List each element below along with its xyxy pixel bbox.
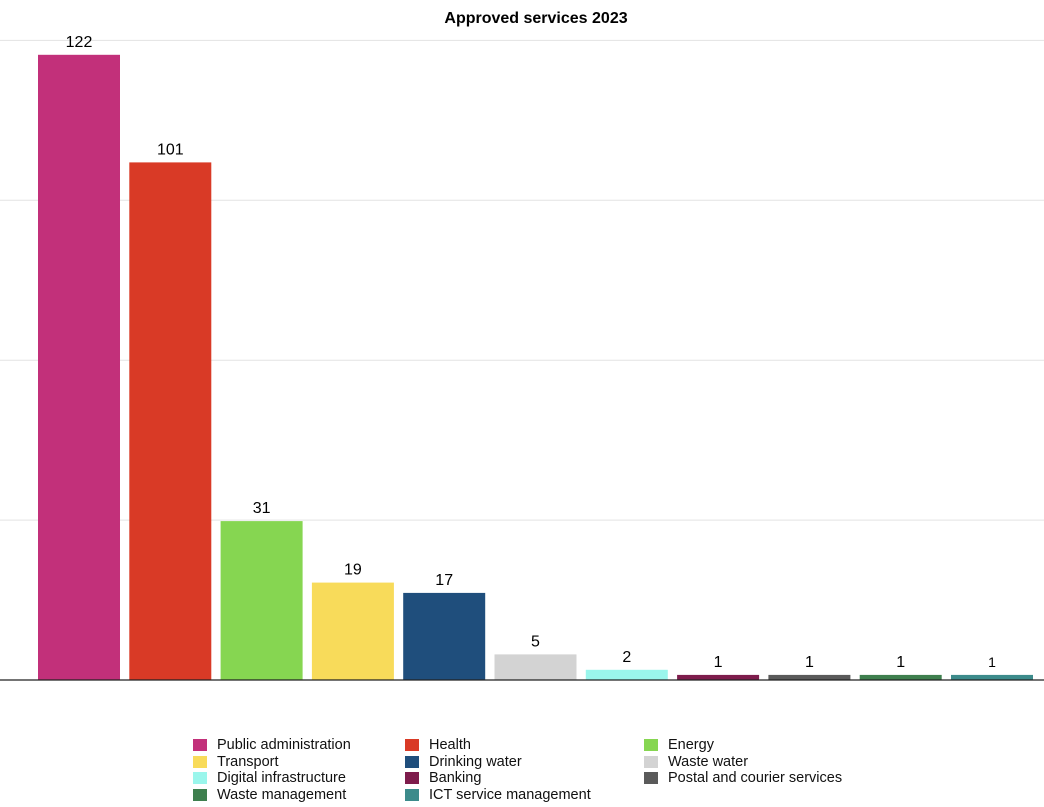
legend-label: Digital infrastructure	[217, 770, 346, 787]
legend-item-11: ICT service management	[405, 787, 644, 804]
legend-swatch	[405, 772, 419, 785]
legend-item-6: Waste water	[644, 754, 904, 771]
legend-item-9: Postal and courier services	[644, 770, 904, 787]
bar-7	[585, 669, 668, 681]
legend-swatch	[405, 755, 419, 768]
legend-swatch	[193, 755, 207, 768]
legend-item-4: Transport	[193, 754, 405, 771]
bar-4	[311, 582, 394, 680]
bar-9	[768, 674, 851, 680]
legend-label: Waste water	[668, 753, 749, 770]
bar-value-label-9: 1	[805, 654, 814, 671]
legend-label: Banking	[429, 770, 482, 787]
bar-value-label-11: 1	[988, 654, 996, 670]
legend-item-3: Energy	[644, 737, 904, 754]
bar-5	[403, 592, 486, 680]
chart-title: Approved services 2023	[444, 10, 627, 27]
bar-10	[859, 674, 942, 680]
legend-label: Transport	[217, 753, 279, 770]
legend-label: Postal and courier services	[668, 770, 843, 787]
legend-item-1: Public administration	[193, 737, 405, 754]
legend-label: ICT service management	[429, 786, 591, 803]
bar-6	[494, 654, 577, 680]
legend-item-7: Digital infrastructure	[193, 770, 405, 787]
legend-item-10: Waste management	[193, 787, 405, 804]
legend-item-5: Drinking water	[405, 754, 644, 771]
legend-label: Waste management	[217, 786, 347, 803]
legend-item-2: Health	[405, 737, 644, 754]
bar-value-label-4: 19	[344, 562, 362, 579]
bar-value-label-3: 31	[253, 500, 271, 517]
bar-value-label-5: 17	[435, 572, 453, 589]
legend-swatch	[193, 739, 207, 752]
legend-swatch	[644, 755, 658, 768]
bar-value-label-6: 5	[531, 633, 540, 650]
legend-swatch	[193, 788, 207, 801]
bar-value-labels: 122 101 31 19 17 5 2 1 1 1 1	[66, 34, 996, 671]
bar-3	[220, 521, 303, 680]
bar-1	[38, 54, 120, 681]
legend-swatch	[193, 772, 207, 785]
bar-11	[951, 674, 1033, 680]
legend-swatch	[644, 772, 658, 785]
bar-2	[129, 162, 212, 680]
legend-label: Health	[429, 737, 471, 754]
bar-value-label-10: 1	[896, 654, 905, 671]
bar-value-label-1: 122	[66, 34, 93, 51]
legend-swatch	[405, 788, 419, 801]
legend-item-8: Banking	[405, 770, 644, 787]
legend-label: Energy	[668, 737, 714, 754]
bar-value-label-7: 2	[622, 649, 631, 666]
bar-value-label-2: 101	[157, 141, 184, 158]
bars	[38, 54, 1033, 681]
legend: Public administration Health Energy Transpo…	[193, 737, 904, 803]
legend-swatch	[644, 739, 658, 752]
legend-label: Public administration	[217, 737, 351, 754]
legend-label: Drinking water	[429, 753, 522, 770]
bar-8	[677, 674, 760, 680]
legend-swatch	[405, 739, 419, 752]
bar-value-label-8: 1	[714, 654, 723, 671]
